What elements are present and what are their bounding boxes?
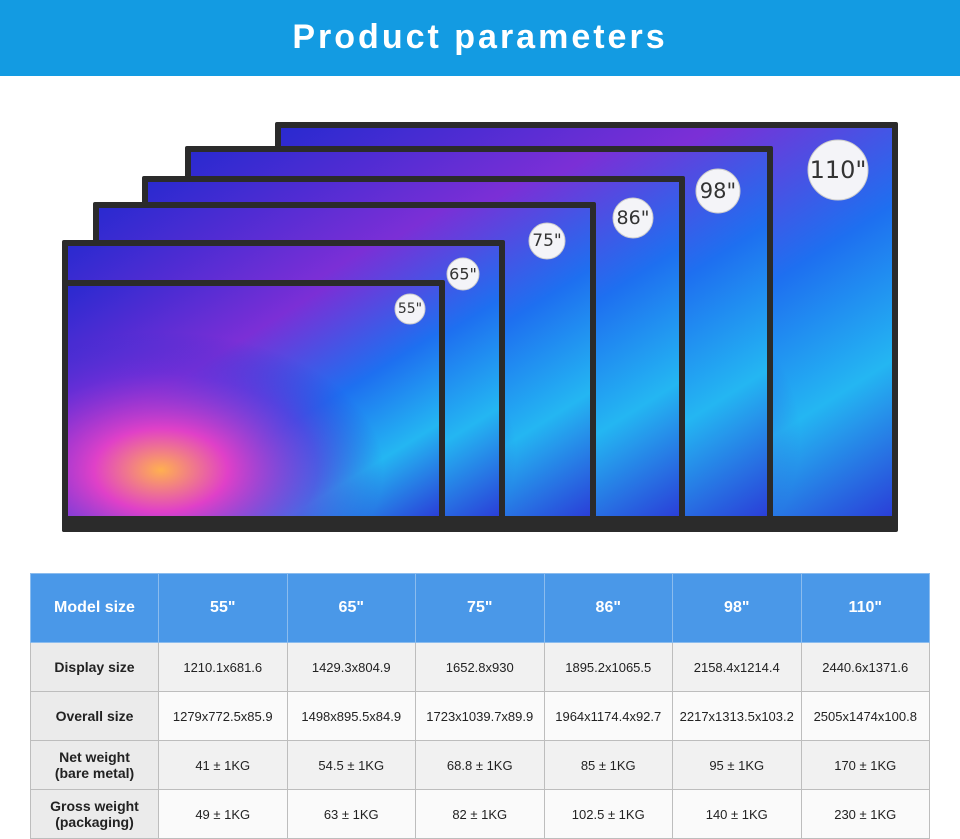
size-label: 98" [700,179,736,203]
table-cell: 2505x1474x100.8 [800,691,930,741]
row-label: Display size [30,642,159,692]
row-label-line: Display size [54,659,135,675]
table-row: Net weight (bare metal) 41 ± 1KG 54.5 ± 1KG… [30,740,930,790]
header-cell: 98" [672,573,802,643]
row-label: Gross weight (packaging) [30,789,159,839]
size-label: 55" [398,301,422,317]
header-cell: 110" [800,573,930,643]
table-cell: 1210.1x681.6 [158,642,288,692]
table-cell: 170 ± 1KG [800,740,930,790]
table-cell: 1652.8x930 [415,642,545,692]
table-cell: 1964x1174.4x92.7 [543,691,673,741]
table-cell: 230 ± 1KG [800,789,930,839]
size-badge [612,197,654,239]
table-cell: 85 ± 1KG [543,740,673,790]
row-label-line: (bare metal) [54,765,135,781]
size-badge [695,168,741,214]
size-badge [528,222,566,260]
table-cell: 63 ± 1KG [286,789,416,839]
spec-table: Model size 55" 65" 75" 86" 98" 110" Display si… [30,573,930,839]
table-cell: 2440.6x1371.6 [800,642,930,692]
table-row: Overall size 1279x772.5x85.9 1498x895.5x84… [30,691,930,741]
size-badge [446,257,480,291]
table-cell: 95 ± 1KG [672,740,802,790]
table-cell: 1429.3x804.9 [286,642,416,692]
size-badge [807,139,869,201]
page-title: Product parameters [0,0,960,76]
table-cell: 54.5 ± 1KG [286,740,416,790]
size-label: 65" [449,265,477,284]
table-row: Gross weight (packaging) 49 ± 1KG 63 ± 1KG 8… [30,789,930,839]
row-label-line: Overall size [55,708,134,724]
table-cell: 1279x772.5x85.9 [158,691,288,741]
row-label-line: (packaging) [55,814,134,830]
table-cell: 2158.4x1214.4 [672,642,802,692]
table-cell: 82 ± 1KG [415,789,545,839]
row-label: Overall size [30,691,159,741]
table-row: Display size 1210.1x681.6 1429.3x804.9 1652… [30,642,930,692]
table-cell: 140 ± 1KG [672,789,802,839]
table-cell: 1895.2x1065.5 [543,642,673,692]
size-label: 86" [617,207,650,229]
table-cell: 49 ± 1KG [158,789,288,839]
header-cell: 86" [543,573,673,643]
screen-swirl [68,286,439,516]
header-row: Model size 55" 65" 75" 86" 98" 110" [30,573,930,643]
table-cell: 102.5 ± 1KG [543,789,673,839]
header-cell: 65" [286,573,416,643]
row-label-line: Gross weight [50,798,139,814]
table-cell: 2217x1313.5x103.2 [672,691,802,741]
size-label: 75" [532,231,561,251]
table-cell: 1723x1039.7x89.9 [415,691,545,741]
size-badge [394,293,426,325]
row-label: Net weight (bare metal) [30,740,159,790]
header-cell: Model size [30,573,159,643]
header-cell: 55" [158,573,288,643]
table-cell: 68.8 ± 1KG [415,740,545,790]
table-cell: 41 ± 1KG [158,740,288,790]
row-label-line: Net weight [59,749,130,765]
screens-image: 110" 98" 86" 75" 65" 55" [62,122,898,532]
table-cell: 1498x895.5x84.9 [286,691,416,741]
header-cell: 75" [415,573,545,643]
size-label: 110" [810,156,867,184]
